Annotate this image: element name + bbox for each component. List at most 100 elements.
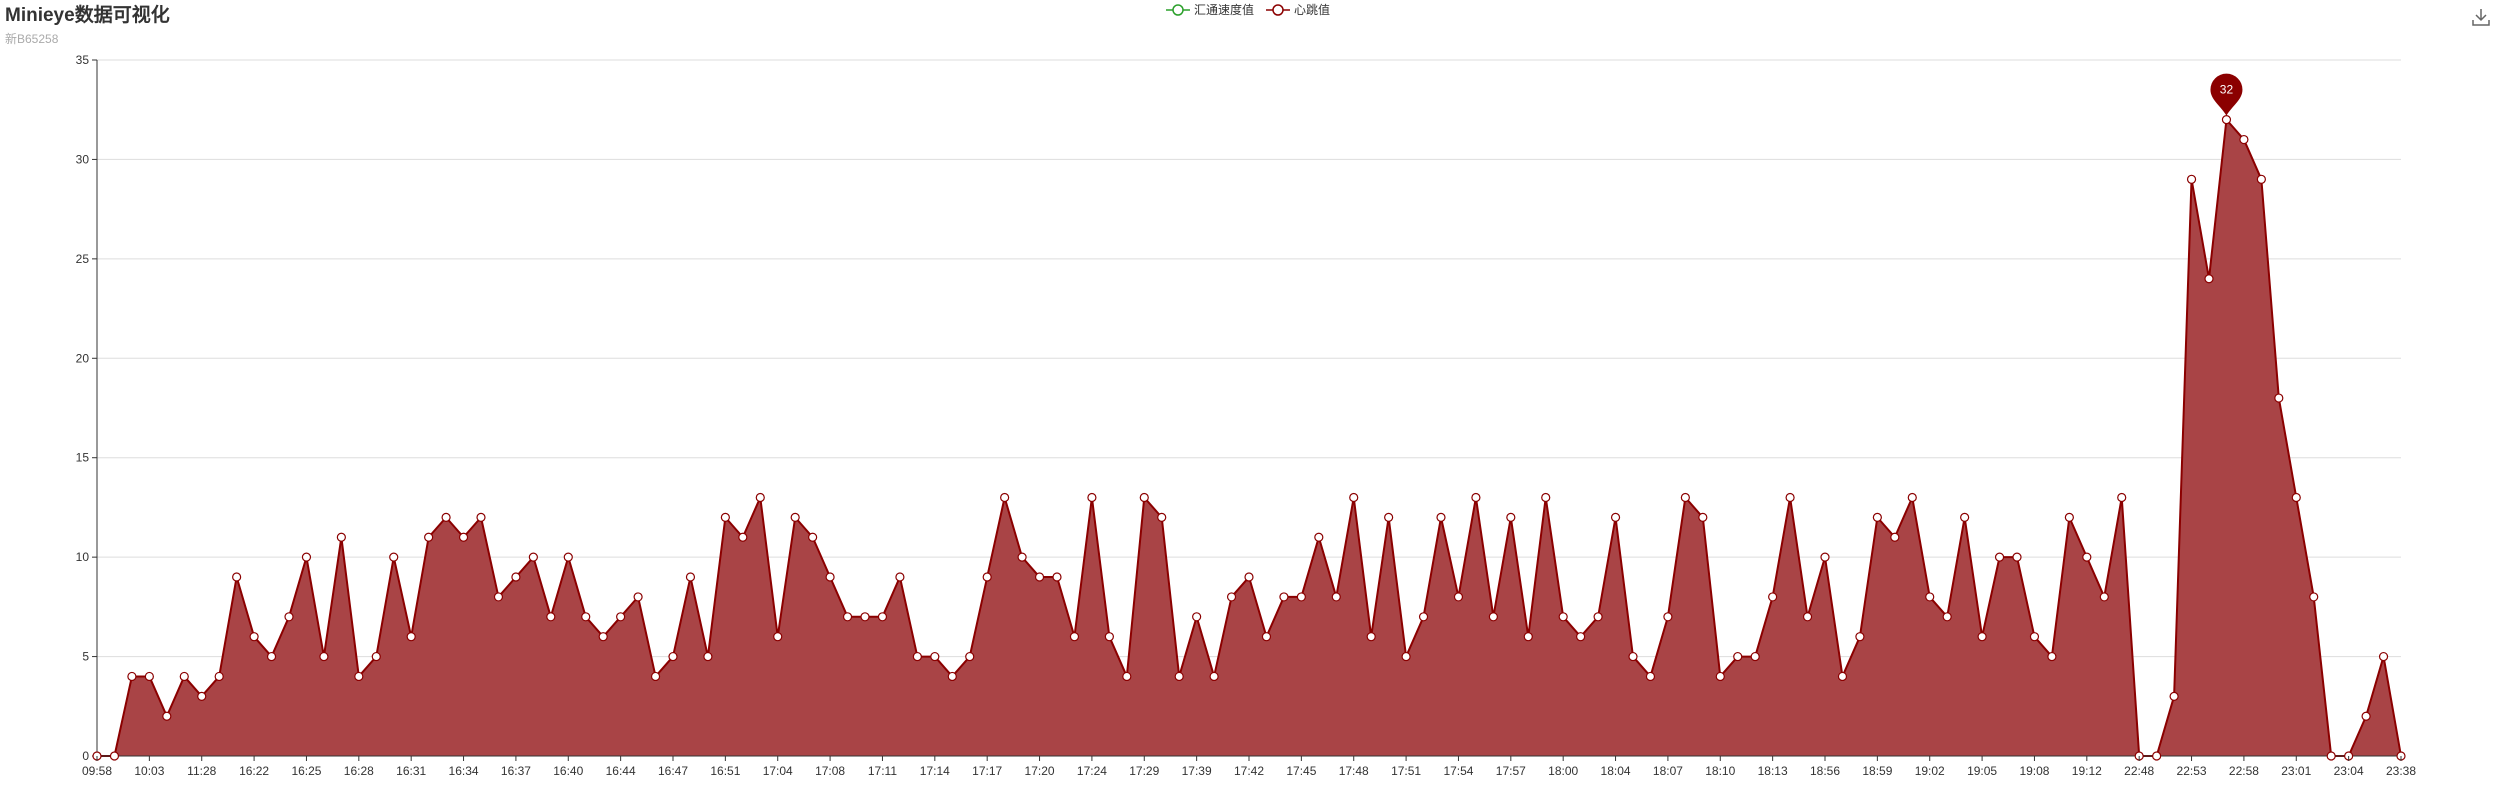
- heartbeat-data-point[interactable]: [808, 532, 818, 542]
- heartbeat-data-point[interactable]: [1226, 592, 1237, 602]
- heartbeat-data-point[interactable]: [738, 532, 748, 542]
- heartbeat-data-point[interactable]: [1558, 612, 1568, 622]
- heartbeat-data-point[interactable]: [232, 572, 242, 582]
- heartbeat-data-point[interactable]: [1785, 492, 1795, 503]
- heartbeat-data-point[interactable]: [912, 651, 922, 662]
- heartbeat-data-point[interactable]: [424, 532, 434, 542]
- heartbeat-data-point[interactable]: [2117, 492, 2127, 503]
- heartbeat-data-point[interactable]: [1698, 512, 1708, 522]
- heartbeat-data-point[interactable]: [1837, 671, 1848, 682]
- heartbeat-data-point[interactable]: [2256, 174, 2266, 184]
- heartbeat-data-point[interactable]: [1000, 492, 1010, 503]
- heartbeat-data-point[interactable]: [406, 632, 416, 642]
- heartbeat-data-point[interactable]: [1890, 532, 1900, 542]
- heartbeat-data-point[interactable]: [1192, 612, 1202, 622]
- heartbeat-data-point[interactable]: [2204, 274, 2214, 284]
- heartbeat-data-point[interactable]: [127, 671, 137, 682]
- heartbeat-data-point[interactable]: [1523, 632, 1533, 642]
- heartbeat-data-point[interactable]: [1384, 512, 1394, 522]
- heartbeat-data-point[interactable]: [1820, 552, 1830, 562]
- heartbeat-data-point[interactable]: [389, 552, 399, 562]
- heartbeat-data-point[interactable]: [668, 651, 678, 662]
- heartbeat-data-point[interactable]: [1680, 492, 1690, 503]
- heartbeat-data-point[interactable]: [249, 632, 259, 642]
- heartbeat-data-point[interactable]: [1663, 612, 1673, 622]
- heartbeat-data-point[interactable]: [1279, 592, 1289, 602]
- heartbeat-data-point[interactable]: [2186, 174, 2197, 184]
- heartbeat-data-point[interactable]: [2099, 592, 2109, 602]
- heartbeat-data-point[interactable]: [2082, 552, 2092, 562]
- heartbeat-data-point[interactable]: [1576, 632, 1586, 642]
- heartbeat-data-point[interactable]: [2047, 651, 2057, 662]
- heartbeat-data-point[interactable]: [511, 572, 521, 582]
- heartbeat-data-point[interactable]: [476, 512, 486, 522]
- heartbeat-data-point[interactable]: [1925, 592, 1935, 602]
- heartbeat-data-point[interactable]: [1872, 512, 1882, 522]
- heartbeat-data-point[interactable]: [720, 512, 730, 522]
- heartbeat-data-point[interactable]: [319, 651, 329, 662]
- heartbeat-data-point[interactable]: [1506, 512, 1516, 522]
- heartbeat-data-point[interactable]: [1139, 492, 1149, 503]
- download-icon[interactable]: [2470, 6, 2492, 28]
- heartbeat-data-point[interactable]: [441, 512, 451, 522]
- heartbeat-data-point[interactable]: [1087, 492, 1097, 503]
- heartbeat-data-point[interactable]: [2309, 592, 2319, 602]
- heartbeat-data-point[interactable]: [1802, 612, 1813, 622]
- heartbeat-data-point[interactable]: [1052, 572, 1062, 582]
- heartbeat-data-point[interactable]: [1610, 512, 1621, 522]
- heartbeat-data-point[interactable]: [773, 632, 783, 642]
- heartbeat-data-point[interactable]: [1715, 671, 1725, 682]
- heartbeat-data-point[interactable]: [860, 612, 870, 622]
- heartbeat-data-point[interactable]: [2169, 691, 2179, 701]
- heartbeat-data-point[interactable]: [1907, 492, 1917, 503]
- heartbeat-data-point[interactable]: [581, 612, 591, 622]
- heartbeat-data-point[interactable]: [1645, 671, 1656, 682]
- heartbeat-data-point[interactable]: [1977, 632, 1987, 642]
- heartbeat-data-point[interactable]: [336, 532, 346, 542]
- heartbeat-data-point[interactable]: [266, 651, 277, 662]
- heartbeat-data-point[interactable]: [162, 711, 172, 721]
- heartbeat-data-point[interactable]: [1768, 592, 1778, 602]
- heartbeat-data-point[interactable]: [1244, 572, 1254, 582]
- heartbeat-data-point[interactable]: [1453, 592, 1464, 602]
- heartbeat-data-point[interactable]: [1314, 532, 1324, 542]
- heartbeat-data-point[interactable]: [1017, 552, 1027, 562]
- heartbeat-data-point[interactable]: [2291, 492, 2301, 503]
- heartbeat-data-point[interactable]: [1034, 572, 1045, 582]
- heartbeat-data-point[interactable]: [598, 632, 608, 642]
- heartbeat-data-point[interactable]: [301, 552, 312, 562]
- heartbeat-data-point[interactable]: [1436, 512, 1446, 522]
- heartbeat-data-point[interactable]: [703, 651, 713, 662]
- legend-item-heartbeat[interactable]: 心跳值: [1266, 1, 1330, 18]
- heartbeat-data-point[interactable]: [2012, 552, 2022, 562]
- heartbeat-data-point[interactable]: [214, 671, 224, 682]
- heartbeat-data-point[interactable]: [842, 612, 853, 622]
- heartbeat-data-point[interactable]: [755, 492, 765, 503]
- heartbeat-data-point[interactable]: [877, 612, 888, 622]
- heartbeat-data-point[interactable]: [546, 612, 556, 622]
- heartbeat-data-point[interactable]: [563, 552, 573, 562]
- heartbeat-data-point[interactable]: [2239, 134, 2249, 145]
- heartbeat-data-point[interactable]: [458, 532, 469, 542]
- heartbeat-data-point[interactable]: [1069, 632, 1080, 642]
- heartbeat-data-point[interactable]: [1960, 512, 1970, 522]
- heartbeat-data-point[interactable]: [1296, 592, 1306, 602]
- heartbeat-data-point[interactable]: [2361, 711, 2371, 721]
- heartbeat-data-point[interactable]: [2274, 393, 2284, 403]
- heartbeat-data-point[interactable]: [685, 572, 696, 582]
- heartbeat-data-point[interactable]: [1994, 552, 2005, 562]
- heartbeat-data-point[interactable]: [895, 572, 905, 582]
- heartbeat-data-point[interactable]: [2029, 632, 2040, 642]
- heartbeat-data-point[interactable]: [1209, 671, 1219, 682]
- heartbeat-data-point[interactable]: [2326, 751, 2336, 761]
- legend-item-speed[interactable]: 汇通速度值: [1166, 1, 1254, 18]
- heartbeat-data-point[interactable]: [1104, 632, 1114, 642]
- heartbeat-data-point[interactable]: [1331, 592, 1341, 602]
- heartbeat-data-point[interactable]: [650, 671, 661, 682]
- heartbeat-data-point[interactable]: [2152, 751, 2162, 761]
- heartbeat-data-point[interactable]: [1261, 632, 1272, 642]
- heartbeat-data-point[interactable]: [1541, 492, 1551, 503]
- heartbeat-data-point[interactable]: [197, 691, 207, 701]
- heartbeat-data-point[interactable]: [1471, 492, 1481, 503]
- heartbeat-data-point[interactable]: [982, 572, 992, 582]
